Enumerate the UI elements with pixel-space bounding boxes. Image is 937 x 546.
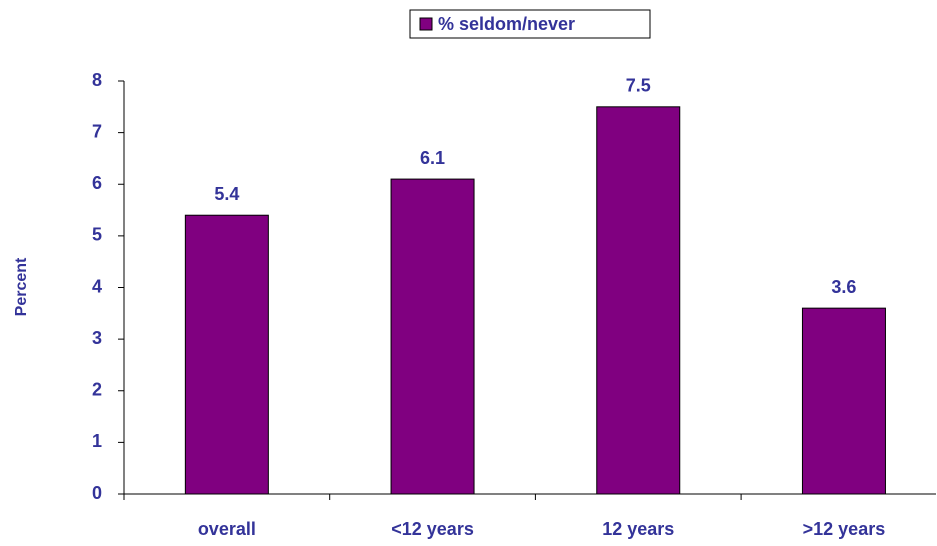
- y-axis-label: Percent: [13, 257, 30, 316]
- bar: [801, 307, 886, 495]
- y-tick-label: 0: [92, 483, 102, 503]
- x-tick-label: >12 years: [803, 519, 886, 539]
- y-tick-label: 5: [92, 225, 102, 245]
- bar: [184, 214, 269, 495]
- bar: [596, 106, 681, 495]
- data-label: 5.4: [214, 184, 239, 204]
- y-tick-label: 3: [92, 328, 102, 348]
- y-tick-label: 8: [92, 70, 102, 90]
- x-tick-label: overall: [198, 519, 256, 539]
- x-tick-label: <12 years: [391, 519, 474, 539]
- legend-box: [409, 9, 651, 39]
- bar: [390, 178, 475, 495]
- legend-swatch: [419, 17, 433, 31]
- y-tick-label: 7: [92, 121, 102, 141]
- data-label: 7.5: [626, 76, 651, 96]
- data-label: 6.1: [420, 148, 445, 168]
- data-label: 3.6: [831, 277, 856, 297]
- legend-label: % seldom/never: [438, 14, 575, 34]
- y-tick-label: 4: [92, 276, 102, 296]
- y-tick-label: 2: [92, 380, 102, 400]
- x-tick-label: 12 years: [602, 519, 674, 539]
- y-tick-label: 1: [92, 431, 102, 451]
- y-tick-label: 6: [92, 173, 102, 193]
